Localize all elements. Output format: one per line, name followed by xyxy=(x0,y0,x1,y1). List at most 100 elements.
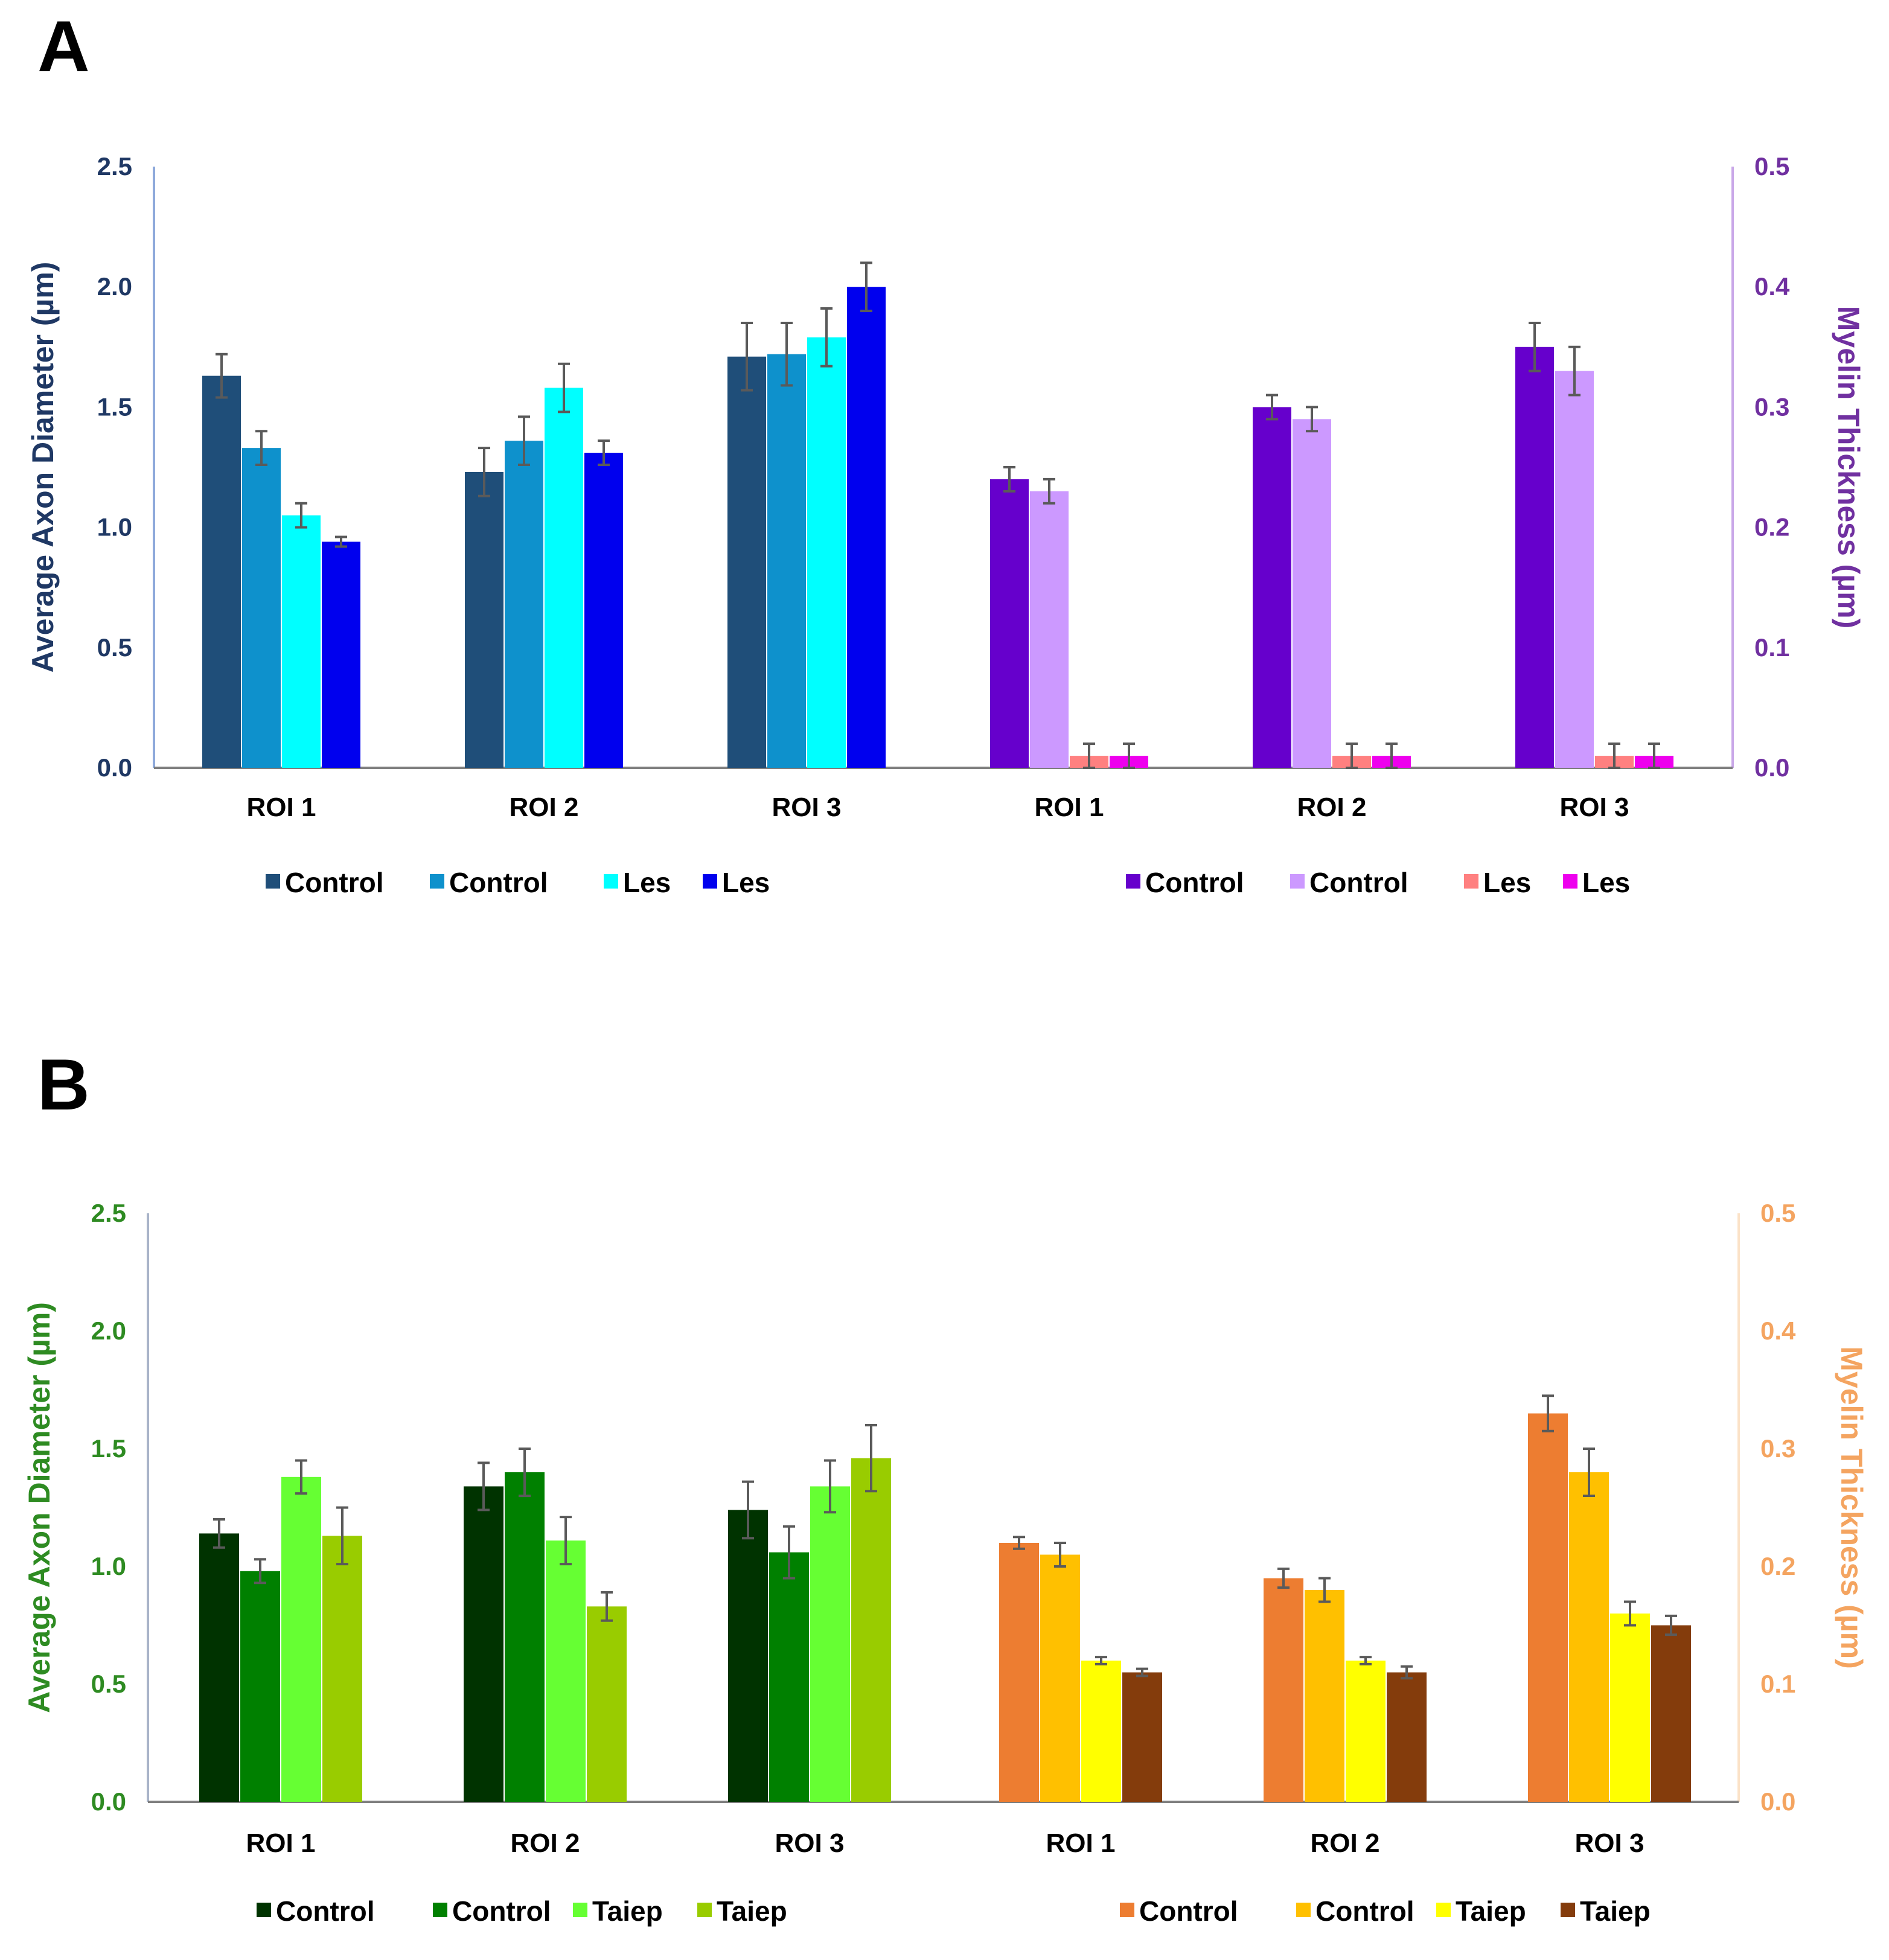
bar xyxy=(505,441,543,768)
left-tick-label: 0.5 xyxy=(97,633,132,662)
bar xyxy=(1515,346,1554,768)
category-label: ROI 2 xyxy=(1311,1828,1380,1858)
left-tick-label: 2.5 xyxy=(97,152,132,180)
bar xyxy=(240,1571,280,1802)
left-tick-label: 1.0 xyxy=(97,513,132,541)
legend-swatch xyxy=(697,1903,712,1917)
right-axis-title: Myelin Thickness (µm) xyxy=(1832,306,1865,629)
bar xyxy=(322,541,360,768)
legend-swatch xyxy=(1120,1903,1134,1917)
right-tick-label: 0.3 xyxy=(1754,392,1789,421)
category-label: ROI 3 xyxy=(1560,793,1629,822)
right-tick-label: 0.1 xyxy=(1760,1670,1795,1698)
panel-b: B 0.0 0.5 1.0 1.5 2.0 2.5 0.0 0.1 0.2 0.3 0.4 0.5 Ave… xyxy=(22,1044,1868,1927)
legend-swatch xyxy=(1126,874,1140,889)
bar xyxy=(807,337,846,768)
bar xyxy=(1346,1661,1386,1802)
left-tick-label: 2.0 xyxy=(91,1317,126,1345)
category-label: ROI 1 xyxy=(247,793,316,822)
legend-label: Taiep xyxy=(592,1895,663,1927)
left-tick-label: 2.5 xyxy=(91,1199,126,1227)
legend-label: Control xyxy=(452,1895,551,1927)
legend-label: Les xyxy=(1483,867,1531,898)
bar xyxy=(281,1476,321,1802)
legend-swatch xyxy=(703,874,717,889)
legend-label: Taiep xyxy=(1456,1895,1526,1927)
legend-swatch xyxy=(1290,874,1305,889)
right-axis-title: Myelin Thickness (µm) xyxy=(1835,1346,1868,1669)
bar xyxy=(545,388,583,768)
left-tick-label: 1.5 xyxy=(91,1434,126,1463)
bar xyxy=(1555,371,1594,768)
legend-label: Les xyxy=(1582,867,1630,898)
panel-a: A 0.0 0.5 1.0 1.5 2.0 2.5 0.0 0.1 0.2 0.3 0.4 0.5 Ave… xyxy=(26,6,1865,898)
bar xyxy=(1081,1661,1121,1802)
right-tick-label: 0.3 xyxy=(1760,1434,1795,1463)
category-label: ROI 2 xyxy=(511,1828,580,1858)
legend-label: Control xyxy=(285,867,384,898)
legend-label: Control xyxy=(276,1895,375,1927)
left-tick-label: 1.0 xyxy=(91,1552,126,1580)
bar xyxy=(1610,1614,1650,1802)
bar xyxy=(990,479,1029,768)
category-label: ROI 1 xyxy=(1046,1828,1116,1858)
bar xyxy=(464,1486,503,1802)
bar xyxy=(584,453,623,768)
legend-swatch xyxy=(1561,1903,1575,1917)
legend-label: Control xyxy=(449,867,548,898)
bar xyxy=(769,1552,809,1802)
bar xyxy=(202,375,241,768)
bar xyxy=(727,356,766,768)
legend-swatch xyxy=(1464,874,1478,889)
right-tick-label: 0.0 xyxy=(1754,753,1789,782)
legend-swatch xyxy=(604,874,618,889)
legend-label: Control xyxy=(1145,867,1244,898)
bar xyxy=(1264,1578,1303,1802)
bar xyxy=(587,1606,627,1802)
bar xyxy=(1122,1672,1162,1802)
legend-swatch xyxy=(433,1903,447,1917)
right-tick-label: 0.4 xyxy=(1760,1317,1796,1345)
right-tick-label: 0.1 xyxy=(1754,633,1789,662)
bar xyxy=(505,1472,545,1802)
bar xyxy=(810,1486,850,1802)
right-tick-label: 0.2 xyxy=(1754,513,1789,541)
bar xyxy=(1293,419,1331,768)
legend-label: Les xyxy=(722,867,770,898)
legend-swatch xyxy=(266,874,280,889)
bar xyxy=(1253,407,1291,768)
bar xyxy=(1569,1472,1609,1802)
left-axis-title: Average Axon Diameter (µm) xyxy=(26,262,60,673)
left-tick-label: 0.5 xyxy=(91,1670,126,1698)
bar xyxy=(767,354,806,768)
bar xyxy=(728,1510,768,1802)
legend-label: Control xyxy=(1315,1895,1414,1927)
bar xyxy=(242,448,281,768)
legend-swatch xyxy=(1436,1903,1451,1917)
legend-swatch xyxy=(430,874,444,889)
bar xyxy=(1528,1413,1568,1802)
category-label: ROI 1 xyxy=(246,1828,316,1858)
panel-letter-a: A xyxy=(37,6,90,87)
left-axis-title: Average Axon Diameter (µm) xyxy=(22,1302,56,1713)
legend-swatch xyxy=(1296,1903,1311,1917)
legend-label: Control xyxy=(1309,867,1408,898)
category-label: ROI 3 xyxy=(775,1828,845,1858)
panel-letter-b: B xyxy=(37,1044,90,1125)
bar xyxy=(851,1458,891,1802)
left-tick-label: 1.5 xyxy=(97,392,132,421)
category-label: ROI 3 xyxy=(772,793,842,822)
legend-label: Taiep xyxy=(717,1895,787,1927)
bar xyxy=(546,1540,586,1802)
bar xyxy=(1030,491,1069,768)
left-tick-label: 2.0 xyxy=(97,272,132,301)
right-tick-label: 0.4 xyxy=(1754,272,1790,301)
right-tick-label: 0.2 xyxy=(1760,1552,1795,1580)
right-tick-label: 0.0 xyxy=(1760,1787,1795,1816)
legend-label: Taiep xyxy=(1580,1895,1651,1927)
bar xyxy=(847,287,886,768)
bar xyxy=(465,471,503,768)
legend-swatch xyxy=(257,1903,271,1917)
bar xyxy=(1305,1590,1344,1802)
left-tick-label: 0.0 xyxy=(91,1787,126,1816)
